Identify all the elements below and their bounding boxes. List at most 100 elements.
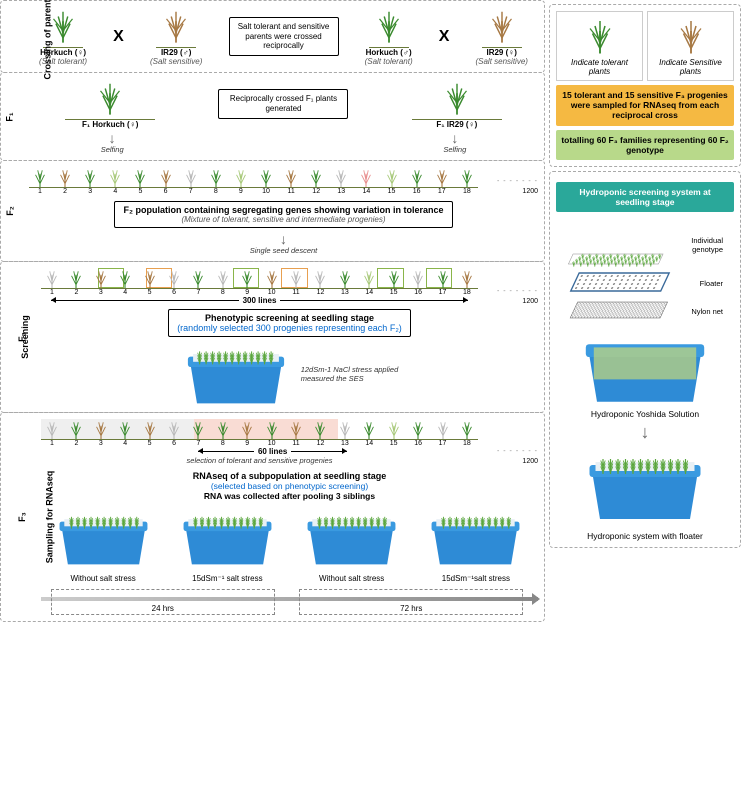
- arrow-down-icon: ↓: [556, 423, 734, 441]
- floater-layer-icon: [563, 269, 673, 297]
- plant-number: 3: [83, 188, 97, 195]
- plant-icon: [265, 268, 279, 288]
- stage-crossing: Crossing of parents Horkuch (♀) (Salt to…: [0, 0, 545, 73]
- plant-number: 5: [133, 188, 147, 195]
- stage-label-f2: F₂: [5, 206, 15, 216]
- selfing-label: Selfing: [52, 145, 172, 154]
- plant-number: 14: [359, 188, 373, 195]
- plant-number: 17: [436, 289, 450, 296]
- f3b-number-row: 123456789101112131415161718: [41, 440, 478, 447]
- plant-icon: [362, 268, 376, 288]
- plant-number: 16: [411, 440, 425, 447]
- plant-icon: [143, 268, 157, 288]
- plant-number: 12: [313, 289, 327, 296]
- parent-trait: (Salt tolerant): [365, 57, 413, 66]
- plant-icon: [259, 167, 273, 187]
- plant-number: 13: [338, 440, 352, 447]
- plant-icon: [234, 167, 248, 187]
- side-column: Indicate tolerant plants Indicate Sensit…: [545, 0, 745, 622]
- plant-icon: [69, 268, 83, 288]
- plant-icon: [436, 268, 450, 288]
- plant-icon: [289, 268, 303, 288]
- plant-icon: [191, 268, 205, 288]
- f1-label: F₁ Horkuch (♀): [82, 120, 138, 129]
- plant-icon: [460, 268, 474, 288]
- f3-screen-title: Phenotypic screening at seedling stage: [177, 313, 402, 323]
- parent-ir29-m: IR29 (♂) (Salt sensitive): [150, 7, 202, 66]
- plant-number: 10: [265, 440, 279, 447]
- plant-number: 14: [362, 440, 376, 447]
- f1-horkuch: F₁ Horkuch (♀): [50, 79, 170, 129]
- plant-icon: [411, 268, 425, 288]
- plant-number: 9: [234, 188, 248, 195]
- plant-icon: [362, 419, 376, 439]
- hydroponic-tub-icon: [56, 507, 151, 567]
- plant-number: 4: [118, 289, 132, 296]
- f3-screen-title-box: Phenotypic screening at seedling stage (…: [168, 309, 411, 337]
- parent-horkuch-m: Horkuch (♂) (Salt tolerant): [365, 7, 413, 66]
- plant-number: 6: [167, 440, 181, 447]
- range-label: 60 lines: [258, 447, 287, 456]
- tub-unit: Without salt stress: [56, 507, 151, 583]
- parent-trait: (Salt sensitive): [150, 57, 202, 66]
- plant-icon: [58, 167, 72, 187]
- plant-number: 18: [460, 440, 474, 447]
- arrow-down-icon: ↓: [52, 131, 172, 145]
- plant-number: 15: [387, 289, 401, 296]
- plant-icon: [167, 419, 181, 439]
- plant-number: 1: [33, 188, 47, 195]
- hydro-stack: Individual genotype Floater Nylon net: [556, 222, 734, 541]
- parent-trait: (Salt sensitive): [475, 57, 527, 66]
- plant-icon: [45, 419, 59, 439]
- plant-number: 11: [284, 188, 298, 195]
- plant-icon: [411, 419, 425, 439]
- figure-container: Crossing of parents Horkuch (♀) (Salt to…: [0, 0, 749, 622]
- f2-title: F₂ population containing segregating gen…: [123, 205, 443, 215]
- plant-icon: [410, 167, 424, 187]
- plant-icon: [387, 268, 401, 288]
- plant-icon: [118, 268, 132, 288]
- f3-number-row: 123456789101112131415161718: [41, 289, 478, 296]
- plant-number: 8: [216, 440, 230, 447]
- plant-icon: [334, 167, 348, 187]
- plant-number: 18: [460, 289, 474, 296]
- plant-icon: [94, 419, 108, 439]
- plant-icon: [94, 268, 108, 288]
- cross-symbol: X: [439, 28, 450, 46]
- plant-number: 14: [362, 289, 376, 296]
- tub-caption: 15dSm⁻¹salt stress: [428, 574, 523, 583]
- f1-label: F₁ IR29 (♀): [436, 120, 477, 129]
- plant-number: 15: [387, 440, 401, 447]
- stage-label-f1: F₁: [5, 112, 15, 121]
- plant-number: 8: [216, 289, 230, 296]
- plant-icon: [216, 419, 230, 439]
- plant-number: 11: [289, 440, 303, 447]
- plant-icon: [338, 268, 352, 288]
- plant-icon: [167, 268, 181, 288]
- plant-number: 5: [143, 289, 157, 296]
- plant-number: 11: [289, 289, 303, 296]
- layer-label: Floater: [677, 279, 727, 288]
- plant-number: 13: [334, 188, 348, 195]
- plant-number: 17: [436, 440, 450, 447]
- f1-info-box: Reciprocally crossed F₁ plants generated: [218, 89, 348, 118]
- parent-ir29-f: IR29 (♀) (Salt sensitive): [475, 7, 527, 66]
- plant-number: 7: [191, 440, 205, 447]
- plant-number: 2: [58, 188, 72, 195]
- plant-icon: [289, 419, 303, 439]
- tub-row: Without salt stress 15dSm⁻¹ salt stress …: [41, 507, 538, 583]
- plant-icon: [313, 268, 327, 288]
- hydroponic-tub-icon: [428, 507, 523, 567]
- f3b-plant-row: [41, 419, 478, 440]
- plant-icon: [435, 167, 449, 187]
- plant-icon: [69, 419, 83, 439]
- plant-icon: [284, 167, 298, 187]
- plant-icon: [240, 419, 254, 439]
- tub-unit: Without salt stress: [304, 507, 399, 583]
- stage-f2: F₂ 123456789101112131415161718 - - - - -…: [0, 160, 545, 262]
- plant-number: 4: [108, 188, 122, 195]
- dots: - - - - - - -: [497, 178, 538, 185]
- tub-unit: 15dSm⁻¹salt stress: [428, 507, 523, 583]
- plant-icon: [216, 268, 230, 288]
- net-layer-icon: [563, 299, 673, 323]
